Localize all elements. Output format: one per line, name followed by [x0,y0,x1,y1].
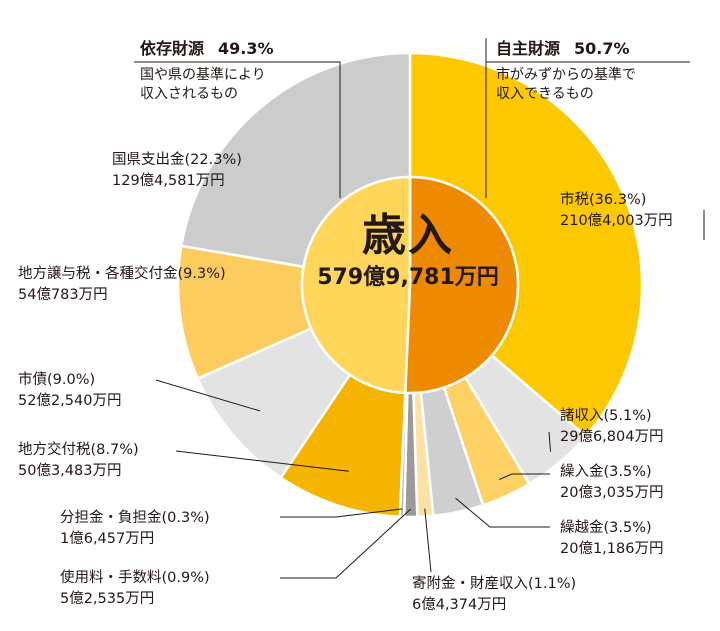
slice-label-transfers-in: 繰入金(3.5%) 20億3,035万円 [560,462,663,504]
slice-amount: 6億4,374万円 [412,597,507,613]
inner-ring [300,175,520,395]
leader-misc-income [548,431,552,452]
slice-label-text: 繰越金(3.5%) [560,520,652,536]
slice-label-national-prefectural-grants: 国県支出金(22.3%) 129億4,581万円 [112,150,242,192]
slice-amount: 50億3,483万円 [18,463,122,479]
slice-label-carryover: 繰越金(3.5%) 20億1,186万円 [560,518,663,560]
slice-amount: 5億2,535万円 [60,591,155,607]
leader-contributions [280,508,403,518]
group-slice-0 [403,175,520,395]
slice-label-text: 使用料・手数料(0.9%) [60,570,210,586]
group-desc-line: 収入できるもの [496,86,594,102]
slice-amount: 52億2,540万円 [18,393,122,409]
leader-dependent-group [134,61,341,198]
group-title-own: 自主財源 50.7% [496,38,630,60]
slice-label-text: 市債(9.0%) [18,372,96,388]
group-desc-dependent: 国や県の基準により 収入されるもの [140,66,266,104]
slice-amount: 20億3,035万円 [560,485,664,501]
leader-fees [280,508,412,579]
group-slice-1 [300,175,412,395]
group-name: 自主財源 [496,39,561,58]
leader-donations [424,508,432,573]
outer-ring [176,51,644,519]
leader-municipal-bonds [155,379,260,412]
group-desc-line: 市がみずからの基準で [496,67,636,83]
slice-label-text: 諸収入(5.1%) [560,408,652,424]
slice-label-text: 国県支出金(22.3%) [112,152,242,168]
slice-amount: 210億4,003万円 [560,213,673,229]
slice-label-local-allocation-tax: 地方交付税(8.7%) 50億3,483万円 [18,440,139,482]
leader-carryover [455,497,550,528]
group-desc-own: 市がみずからの基準で 収入できるもの [496,66,636,104]
slice-label-contributions: 分担金・負担金(0.3%) 1億6,457万円 [60,508,210,550]
slice-amount: 20億1,186万円 [560,541,664,557]
group-percent: 50.7% [574,39,630,58]
slice-label-misc-income: 諸収入(5.1%) 29億6,804万円 [560,406,663,448]
slice-label-donations: 寄附金・財産収入(1.1%) 6億4,374万円 [412,574,576,616]
slice-amount: 29億6,804万円 [560,429,664,445]
group-desc-line: 国や県の基準により [140,67,266,83]
leader-lines [134,38,705,579]
slice-label-text: 寄附金・財産収入(1.1%) [412,576,577,592]
slice-label-text: 地方交付税(8.7%) [18,442,139,458]
slice-label-fees: 使用料・手数料(0.9%) 5億2,535万円 [60,568,210,610]
group-desc-line: 収入されるもの [140,86,238,102]
chart-title: 歳入 [362,210,454,261]
group-title-dependent: 依存財源 49.3% [140,38,274,60]
leader-local-allocation-tax [175,450,349,472]
slice-label-transfer-taxes: 地方譲与税・各種交付金(9.3%) 54億783万円 [18,264,226,306]
slice-label-municipal-bonds: 市債(9.0%) 52億2,540万円 [18,370,121,412]
group-percent: 49.3% [218,39,274,58]
slice-amount: 129億4,581万円 [112,173,225,189]
group-name: 依存財源 [140,39,205,58]
slice-label-city-tax: 市税(36.3%) 210億4,003万円 [560,190,673,232]
slice-label-text: 市税(36.3%) [560,192,647,208]
chart-total: 579億9,781万円 [317,265,499,290]
slice-label-text: 繰入金(3.5%) [560,464,652,480]
slice-label-text: 地方譲与税・各種交付金(9.3%) [18,266,226,282]
slice-amount: 54億783万円 [18,287,108,303]
slice-amount: 1億6,457万円 [60,531,155,547]
leader-transfers-in [499,473,550,480]
slice-label-text: 分担金・負担金(0.3%) [60,510,210,526]
